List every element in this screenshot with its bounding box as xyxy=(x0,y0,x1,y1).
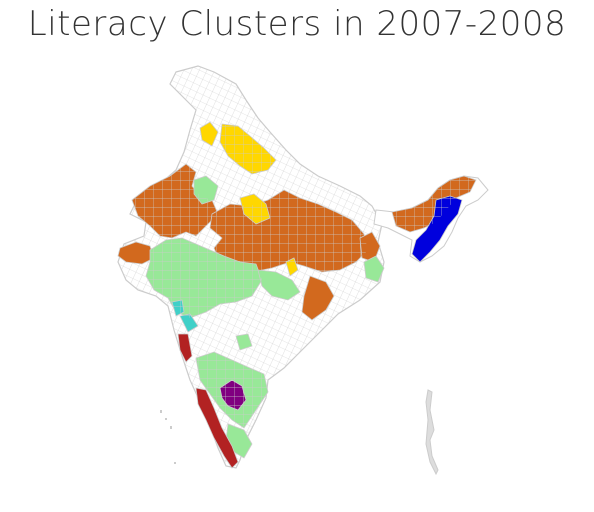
region-green-central xyxy=(257,269,301,301)
region-yellow-jk xyxy=(199,121,219,147)
region-green-east xyxy=(363,255,385,283)
lakshadweep-islet xyxy=(174,462,176,464)
region-blue-northeast xyxy=(411,195,463,263)
northeast-region xyxy=(373,175,489,263)
lakshadweep-islet xyxy=(160,410,162,413)
cluster-regions xyxy=(117,121,385,469)
lakshadweep-islet xyxy=(165,418,167,420)
region-green-patch xyxy=(235,333,253,351)
islands xyxy=(160,389,439,476)
map-title: Literacy Clusters in 2007-2008 xyxy=(27,4,567,44)
andaman-islands xyxy=(425,389,439,476)
region-darkred-kerala xyxy=(195,387,239,469)
lakshadweep-islet xyxy=(170,426,172,429)
region-darkred-konkan xyxy=(177,333,193,363)
region-orange-east xyxy=(301,275,335,321)
region-orange-kutch xyxy=(117,241,155,265)
